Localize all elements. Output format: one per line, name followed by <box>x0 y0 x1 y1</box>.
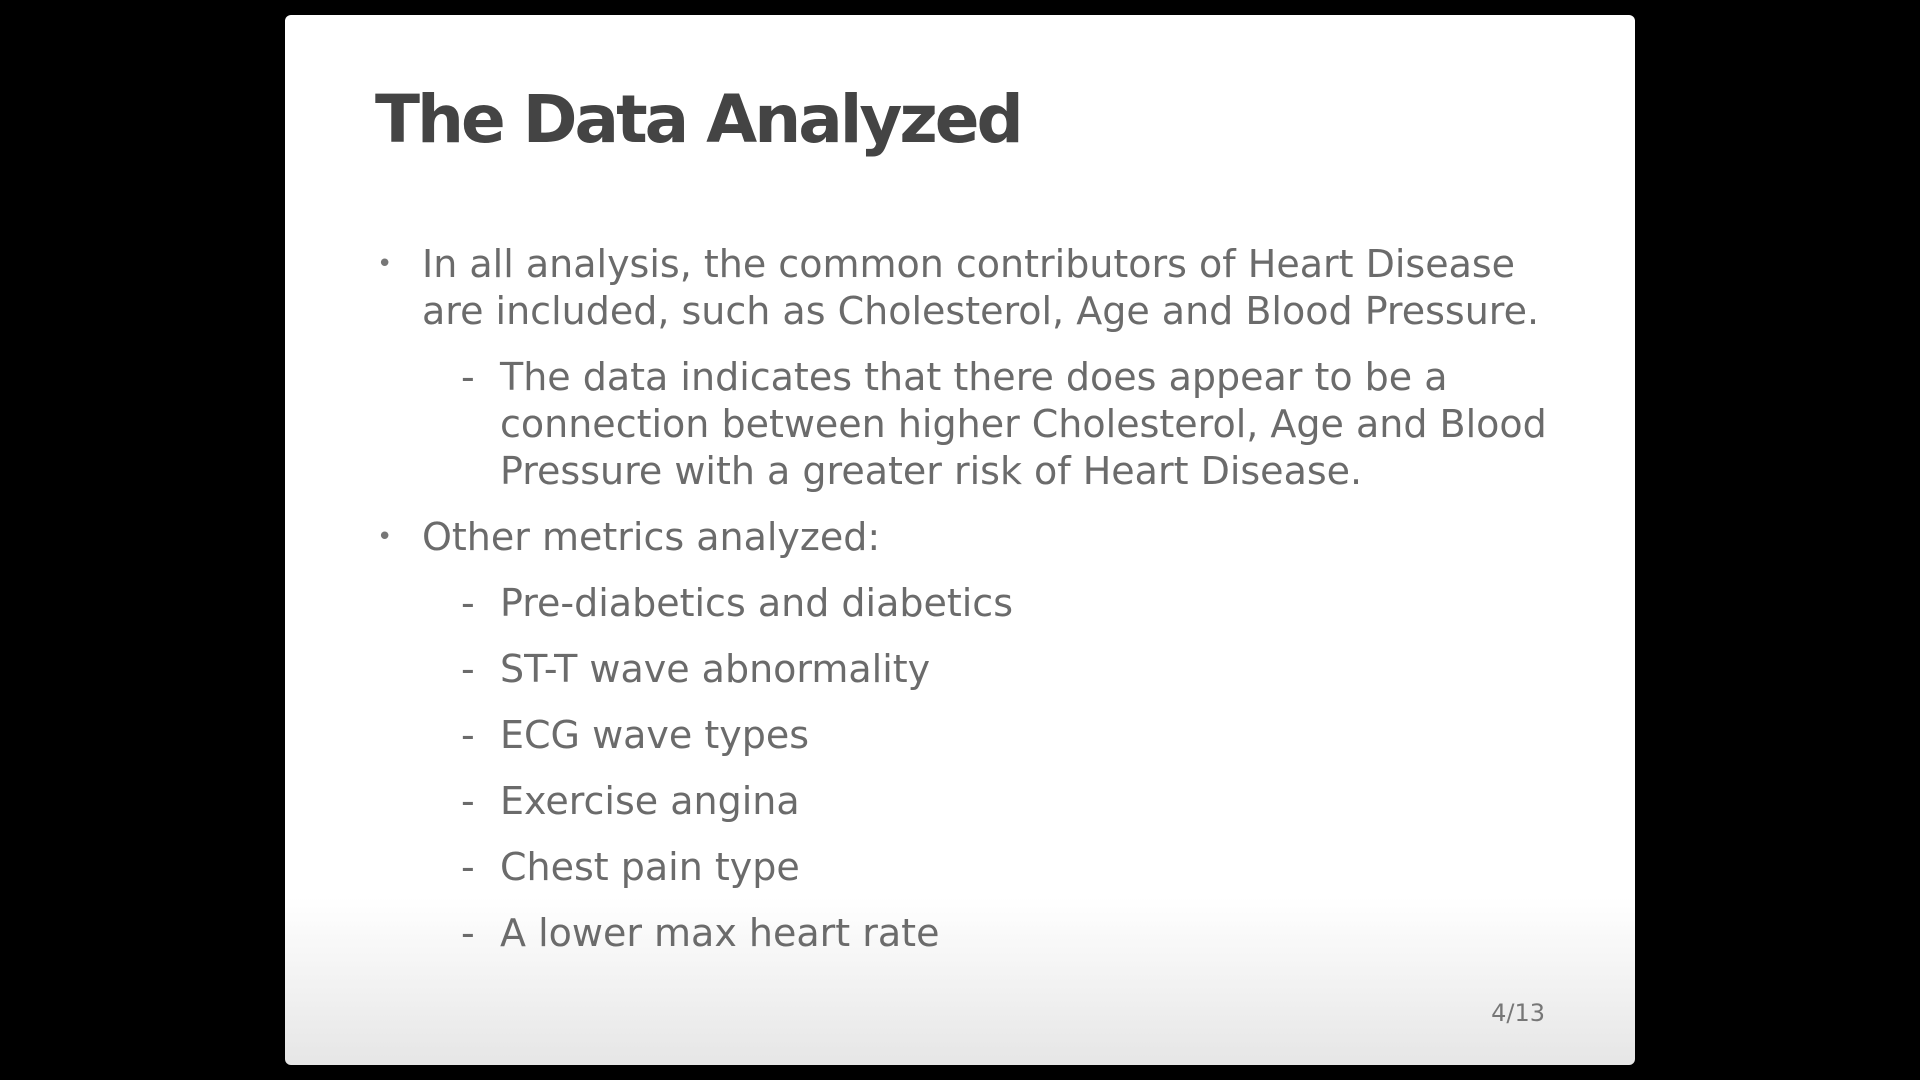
sub-item: - The data indicates that there does app… <box>375 354 1555 495</box>
sub-item: - ST-T wave abnormality <box>375 646 1555 693</box>
sub-item: - A lower max heart rate <box>375 910 1555 957</box>
bullet-text: Other metrics analyzed: <box>422 515 881 559</box>
bullet-item: • Other metrics analyzed: <box>375 514 1555 561</box>
sub-item: - Exercise angina <box>375 778 1555 825</box>
sub-item-text: Exercise angina <box>500 779 800 823</box>
sub-dash: - <box>461 647 475 691</box>
bullet-text: In all analysis, the common contributors… <box>422 242 1540 333</box>
sub-dash: - <box>461 911 475 955</box>
sub-dash: - <box>461 779 475 823</box>
sub-dash: - <box>461 581 475 625</box>
slide-title: The Data Analyzed <box>375 81 1024 158</box>
sub-item-text: Chest pain type <box>500 845 800 889</box>
sub-item-text: A lower max heart rate <box>500 911 940 955</box>
sub-item-text: The data indicates that there does appea… <box>500 355 1547 493</box>
bullet-dot: • <box>377 249 393 279</box>
bullet-item: • In all analysis, the common contributo… <box>375 241 1555 335</box>
sub-item-text: Pre-diabetics and diabetics <box>500 581 1013 625</box>
sub-item: - Pre-diabetics and diabetics <box>375 580 1555 627</box>
sub-item-text: ECG wave types <box>500 713 810 757</box>
bullet-dot: • <box>377 522 393 552</box>
page-number: 4/13 <box>1491 999 1545 1027</box>
sub-item: - Chest pain type <box>375 844 1555 891</box>
sub-dash: - <box>461 713 475 757</box>
sub-dash: - <box>461 355 475 399</box>
slide-content: • In all analysis, the common contributo… <box>375 241 1555 976</box>
sub-item-text: ST-T wave abnormality <box>500 647 931 691</box>
slide: The Data Analyzed • In all analysis, the… <box>285 15 1635 1065</box>
sub-dash: - <box>461 845 475 889</box>
sub-item: - ECG wave types <box>375 712 1555 759</box>
